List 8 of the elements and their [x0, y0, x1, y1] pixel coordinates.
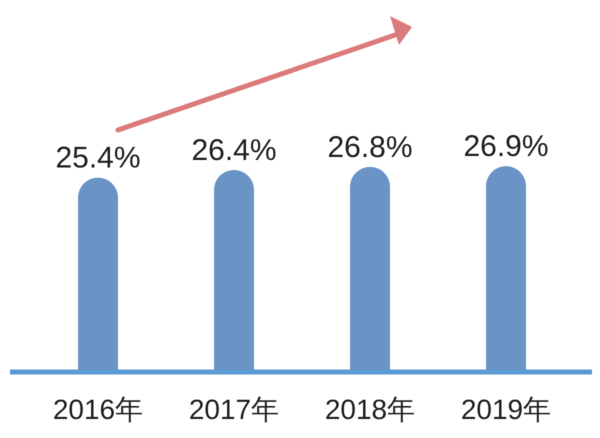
data-label: 26.4% — [191, 134, 277, 167]
x-tick-label: 2019年 — [460, 394, 552, 425]
x-tick-label: 2017年 — [188, 394, 280, 425]
x-tick-label: 2018年 — [324, 394, 416, 425]
x-tick-label: 2016年 — [52, 394, 144, 425]
data-label: 26.9% — [463, 130, 549, 164]
data-label: 26.8% — [327, 130, 413, 164]
data-label: 25.4% — [55, 142, 141, 175]
